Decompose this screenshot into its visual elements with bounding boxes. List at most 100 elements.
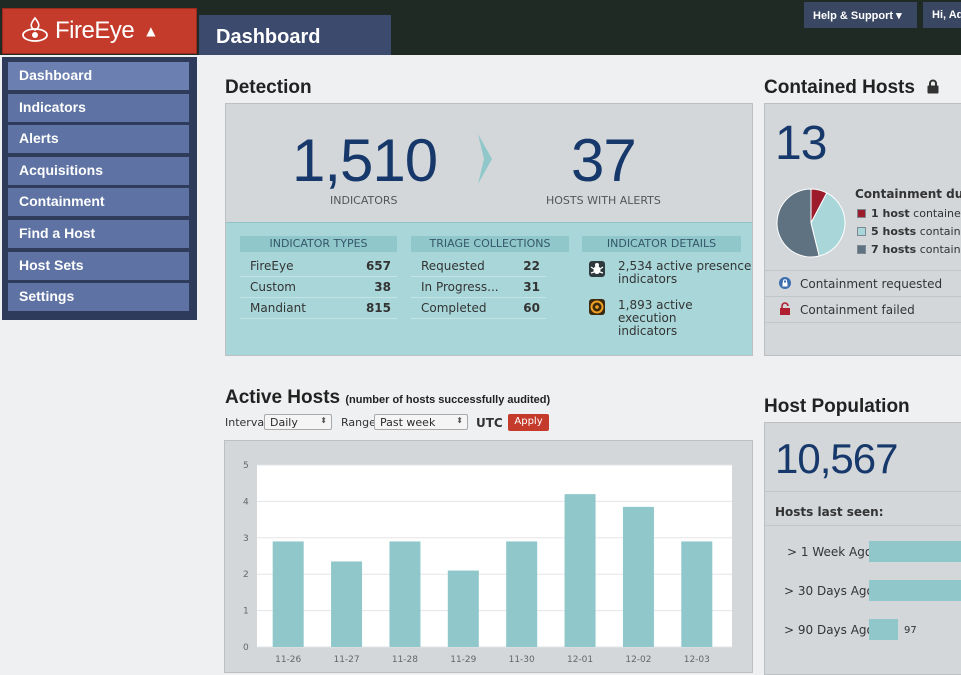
range-select[interactable]: Past week ⬍ xyxy=(374,414,468,430)
active-execution-indicators[interactable]: 1,893 active execution indicators xyxy=(618,299,752,338)
containment-requested-link[interactable]: Containment requested xyxy=(779,277,942,291)
legend-text: containe xyxy=(919,243,961,256)
detection-title: Detection xyxy=(225,77,312,98)
y-tick-label: 5 xyxy=(243,461,249,471)
divider xyxy=(765,296,961,297)
x-tick-label: 11-28 xyxy=(392,655,418,665)
apply-button[interactable]: Apply xyxy=(508,414,549,431)
legend-item: 1 host contained xyxy=(857,207,961,220)
y-tick-label: 0 xyxy=(243,643,249,653)
sidebar-item-settings[interactable]: Settings xyxy=(8,283,189,312)
bar[interactable] xyxy=(272,541,304,647)
x-tick-label: 12-03 xyxy=(684,655,710,665)
range-value: Past week xyxy=(380,416,436,429)
row-value: 38 xyxy=(374,280,391,294)
bar[interactable] xyxy=(564,494,596,647)
legend-text: contained xyxy=(913,207,961,220)
brand-name: FireEye xyxy=(55,17,135,44)
contained-hosts-count[interactable]: 13 xyxy=(775,117,827,170)
active-hosts-title-text: Active Hosts xyxy=(225,387,341,408)
legend-text: containe xyxy=(919,225,961,238)
pie-slice[interactable] xyxy=(810,192,846,257)
pie-slice[interactable] xyxy=(776,188,820,258)
containment-legend-title: Containment durat xyxy=(855,187,961,201)
interval-select[interactable]: Daily ⬍ xyxy=(264,414,332,430)
host-population-title: Host Population xyxy=(764,396,910,417)
hosts-last-seen-label: Hosts last seen: xyxy=(775,505,884,519)
hosts-with-alerts-count[interactable]: 37 xyxy=(571,127,637,194)
x-tick-label: 12-01 xyxy=(567,655,593,665)
bar[interactable] xyxy=(506,541,538,647)
last-seen-30-days-bar[interactable] xyxy=(869,580,961,601)
active-presence-indicators[interactable]: 2,534 active presence indicators xyxy=(618,260,751,286)
last-seen-90-days-bar[interactable] xyxy=(869,619,898,640)
bar[interactable] xyxy=(389,541,421,647)
range-label: Range: xyxy=(341,416,380,429)
contained-hosts-title: Contained Hosts xyxy=(764,77,940,99)
hosts-with-alerts-label: HOSTS WITH ALERTS xyxy=(546,194,661,207)
table-row[interactable]: Requested 22 xyxy=(411,256,546,277)
y-tick-label: 4 xyxy=(243,497,249,507)
help-support-button[interactable]: Help & Support ▾ xyxy=(804,2,917,28)
interval-value: Daily xyxy=(270,416,298,429)
sidebar-item-alerts[interactable]: Alerts xyxy=(8,125,189,154)
table-row[interactable]: In Progress... 31 xyxy=(411,277,546,298)
sidebar-item-dashboard[interactable]: Dashboard xyxy=(8,62,189,90)
table-row[interactable]: Custom 38 xyxy=(240,277,397,298)
containment-failed-link[interactable]: Containment failed xyxy=(779,302,915,317)
divider xyxy=(765,322,961,323)
user-menu-button[interactable]: Hi, Adi xyxy=(923,2,961,28)
detail-line: indicators xyxy=(618,272,678,286)
divider xyxy=(765,491,961,492)
host-population-panel: 10,567 Hosts last seen: > 1 Week Ago > 3… xyxy=(764,422,961,675)
active-hosts-chart-panel: 0 1 2 3 4 5 11-26 11-27 11-28 11-29 11-30 12-01 12-0… xyxy=(224,440,753,673)
active-hosts-bar-chart: 0 1 2 3 4 5 11-26 11-27 11-28 11-29 11-30 12-01 12-0… xyxy=(225,441,752,672)
lock-icon xyxy=(779,277,791,289)
sidebar-item-host-sets[interactable]: Host Sets xyxy=(8,251,189,280)
contained-hosts-panel: 13 Containment durat 1 host contained 5 … xyxy=(764,103,961,356)
row-label: Custom xyxy=(250,280,296,294)
sidebar-item-acquisitions[interactable]: Acquisitions xyxy=(8,156,189,185)
table-row[interactable]: FireEye 657 xyxy=(240,256,397,277)
row-value: 60 xyxy=(523,301,540,315)
x-tick-label: 11-26 xyxy=(275,655,301,665)
plot-area xyxy=(257,465,732,647)
legend-bold: 1 host xyxy=(871,207,910,220)
detection-breakdown: INDICATOR TYPES FireEye 657 Custom 38 Mand… xyxy=(226,222,752,355)
sidebar-item-containment[interactable]: Containment xyxy=(8,188,189,217)
sidebar-item-find-a-host[interactable]: Find a Host xyxy=(8,219,189,248)
legend-swatch xyxy=(857,245,866,254)
last-seen-1-week-bar[interactable] xyxy=(869,541,961,562)
chevron-right-icon xyxy=(478,134,492,184)
host-population-count[interactable]: 10,567 xyxy=(775,435,898,482)
sidebar-item-indicators[interactable]: Indicators xyxy=(8,93,189,122)
legend-swatch xyxy=(857,227,866,236)
x-tick-label: 11-30 xyxy=(509,655,535,665)
indicator-details-header: INDICATOR DETAILS xyxy=(582,236,741,252)
bar[interactable] xyxy=(622,506,654,647)
bar[interactable] xyxy=(447,570,479,647)
tab-dashboard[interactable]: Dashboard xyxy=(199,15,391,55)
divider xyxy=(765,525,961,526)
timezone-label: UTC xyxy=(476,416,503,430)
table-row[interactable]: Mandiant 815 xyxy=(240,298,397,319)
select-arrows-icon: ⬍ xyxy=(456,416,463,425)
contained-hosts-title-text: Contained Hosts xyxy=(764,77,915,98)
status-label: Containment failed xyxy=(800,303,915,317)
detail-line: 1,893 active execution xyxy=(618,298,693,325)
row-value: 657 xyxy=(365,259,391,273)
select-arrows-icon: ⬍ xyxy=(320,416,327,425)
lock-icon xyxy=(927,79,939,94)
last-seen-90-days-value: 97 xyxy=(904,625,917,636)
y-tick-label: 1 xyxy=(243,607,249,617)
brand-logo-menu[interactable]: FireEye ▲ xyxy=(2,8,197,54)
last-seen-30-days-label: > 30 Days Ago xyxy=(784,584,874,598)
row-value: 31 xyxy=(523,280,540,294)
caret-up-icon: ▲ xyxy=(146,24,156,38)
legend-bold: 5 hosts xyxy=(871,225,917,238)
table-row[interactable]: Completed 60 xyxy=(411,298,546,319)
bar[interactable] xyxy=(681,541,713,647)
row-label: In Progress... xyxy=(421,280,499,294)
indicators-count[interactable]: 1,510 xyxy=(292,127,438,194)
bar[interactable] xyxy=(331,561,363,647)
